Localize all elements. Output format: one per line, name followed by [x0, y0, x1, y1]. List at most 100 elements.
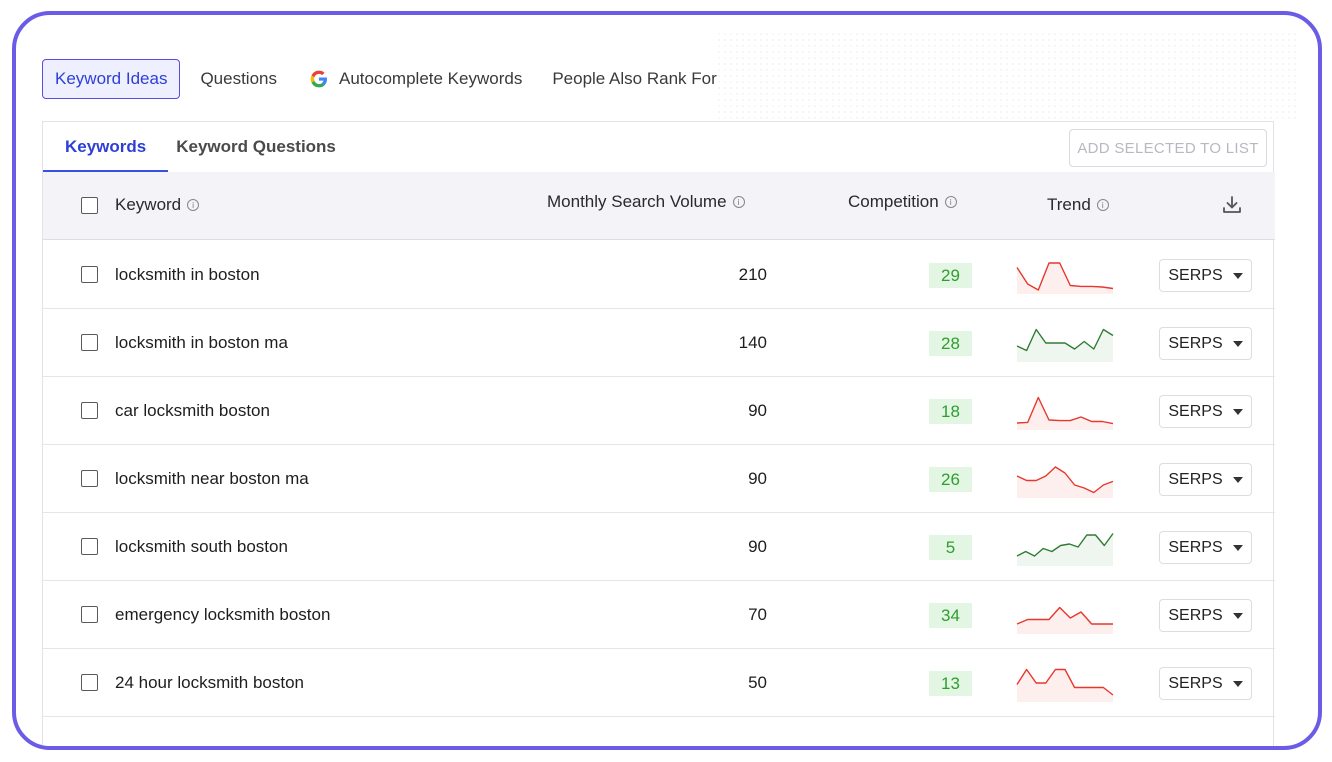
column-trend-label: Trend [1047, 195, 1091, 214]
trend-area [1017, 263, 1113, 294]
info-icon[interactable]: i [944, 196, 957, 208]
column-keyword-label: Keyword [115, 195, 182, 214]
competition-badge: 26 [929, 467, 972, 492]
table-row: 24 hour locksmith boston 50 13 SERPS [43, 649, 1275, 717]
trend-line [1016, 466, 1114, 494]
column-header-competition[interactable]: Competition i [848, 192, 957, 212]
tab-keyword-ideas[interactable]: Keyword Ideas [42, 59, 181, 99]
caret-down-icon [1232, 272, 1243, 279]
subtab-keyword-questions[interactable]: Keyword Questions [176, 137, 336, 156]
download-icon[interactable] [1221, 194, 1243, 216]
keywords-panel: Keywords Keyword Questions ADD SELECTED … [42, 121, 1275, 746]
serps-dropdown-button[interactable]: SERPS [1159, 395, 1252, 428]
serps-dropdown-button[interactable]: SERPS [1159, 667, 1252, 700]
column-header-volume[interactable]: Monthly Search Volume i [547, 192, 745, 212]
search-volume-cell: 90 [748, 401, 767, 420]
serps-label: SERPS [1168, 334, 1223, 352]
trend-line [1016, 262, 1114, 291]
select-all-checkbox[interactable] [81, 197, 98, 214]
tab-autocomplete-keywords[interactable]: Autocomplete Keywords [307, 59, 522, 99]
keyword-cell: locksmith south boston [115, 537, 288, 556]
trend-line [1016, 396, 1114, 425]
column-header-trend[interactable]: Trend i [1047, 195, 1109, 215]
keyword-cell: 24 hour locksmith boston [115, 673, 304, 692]
column-header-keyword[interactable]: Keyword i [115, 195, 200, 215]
trend-sparkline [1016, 606, 1113, 634]
table-row: emergency locksmith boston 70 34 SERPS [43, 581, 1275, 649]
info-icon[interactable]: i [732, 196, 745, 208]
trend-area [1017, 329, 1113, 362]
info-icon[interactable]: i [187, 199, 200, 211]
search-volume-cell: 140 [738, 333, 767, 352]
top-tab-bar: Keyword Ideas Questions Autocomplete Key… [42, 58, 747, 100]
serps-label: SERPS [1168, 538, 1223, 556]
background-dot-pattern [716, 31, 1296, 121]
trend-sparkline [1016, 668, 1114, 702]
serps-label: SERPS [1168, 606, 1223, 624]
trend-area [1017, 397, 1113, 430]
competition-badge: 13 [929, 671, 972, 696]
tab-people-also-rank-for[interactable]: People Also Rank For [552, 69, 717, 88]
keyword-cell: locksmith near boston ma [115, 469, 309, 488]
caret-down-icon [1232, 476, 1243, 483]
serps-label: SERPS [1168, 470, 1223, 488]
search-volume-cell: 210 [738, 265, 767, 284]
trend-sparkline [1016, 466, 1114, 498]
row-checkbox[interactable] [81, 674, 98, 691]
competition-badge: 28 [929, 331, 972, 356]
serps-dropdown-button[interactable]: SERPS [1159, 327, 1252, 360]
table-row: locksmith in boston 210 29 SERPS [43, 241, 1275, 309]
row-checkbox[interactable] [81, 334, 98, 351]
serps-dropdown-button[interactable]: SERPS [1159, 599, 1252, 632]
competition-badge: 34 [929, 603, 972, 628]
trend-line [1016, 533, 1114, 557]
table-row: locksmith south boston 90 5 SERPS [43, 513, 1275, 581]
caret-down-icon [1232, 408, 1243, 415]
table-row: locksmith in boston ma 140 28 SERPS [43, 309, 1275, 377]
table-header: Keyword i Monthly Search Volume i Compet… [43, 172, 1275, 240]
keyword-cell: locksmith in boston ma [115, 333, 288, 352]
google-icon [310, 70, 327, 88]
tab-autocomplete-label: Autocomplete Keywords [339, 69, 523, 88]
column-competition-label: Competition [848, 192, 939, 211]
row-checkbox[interactable] [81, 266, 98, 283]
app-frame: Keyword Ideas Questions Autocomplete Key… [12, 11, 1322, 750]
serps-label: SERPS [1168, 674, 1223, 692]
sub-tab-bar: Keywords Keyword Questions [43, 122, 358, 172]
serps-label: SERPS [1168, 402, 1223, 420]
search-volume-cell: 70 [748, 605, 767, 624]
competition-badge: 5 [929, 535, 972, 560]
competition-badge: 29 [929, 263, 972, 288]
table-row: locksmith near boston ma 90 26 SERPS [43, 445, 1275, 513]
search-volume-cell: 90 [748, 537, 767, 556]
table-row: car locksmith boston 90 18 SERPS [43, 377, 1275, 445]
row-checkbox[interactable] [81, 538, 98, 555]
trend-sparkline [1016, 533, 1114, 566]
caret-down-icon [1232, 340, 1243, 347]
caret-down-icon [1232, 612, 1243, 619]
trend-area [1017, 669, 1113, 702]
trend-area [1017, 607, 1113, 634]
row-checkbox[interactable] [81, 470, 98, 487]
caret-down-icon [1232, 544, 1243, 551]
serps-dropdown-button[interactable]: SERPS [1159, 531, 1252, 564]
search-volume-cell: 90 [748, 469, 767, 488]
row-checkbox[interactable] [81, 402, 98, 419]
column-volume-label: Monthly Search Volume [547, 192, 727, 211]
keyword-cell: car locksmith boston [115, 401, 270, 420]
serps-label: SERPS [1168, 266, 1223, 284]
serps-dropdown-button[interactable]: SERPS [1159, 259, 1252, 292]
trend-area [1017, 533, 1113, 566]
trend-line [1016, 328, 1114, 352]
search-volume-cell: 50 [748, 673, 767, 692]
trend-line [1016, 606, 1113, 625]
subtab-keywords[interactable]: Keywords [43, 122, 169, 172]
info-icon[interactable]: i [1096, 199, 1109, 211]
keyword-cell: locksmith in boston [115, 265, 260, 284]
row-checkbox[interactable] [81, 606, 98, 623]
tab-questions[interactable]: Questions [200, 69, 277, 88]
trend-line [1016, 668, 1114, 696]
add-selected-to-list-button[interactable]: ADD SELECTED TO LIST [1069, 129, 1267, 167]
trend-sparkline [1016, 396, 1114, 430]
serps-dropdown-button[interactable]: SERPS [1159, 463, 1252, 496]
